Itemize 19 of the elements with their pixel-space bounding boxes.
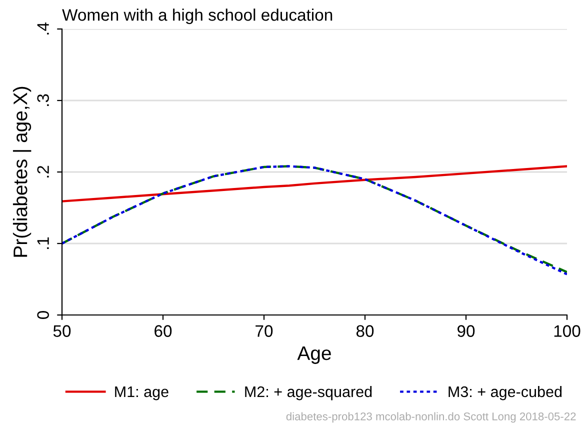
x-tick-label: 50 — [53, 325, 71, 337]
y-tick-label: .3 — [37, 94, 49, 106]
legend-label: M1: age — [115, 386, 168, 400]
y-axis-title: Pr(diabetes | age,X) — [12, 86, 32, 257]
legend-label: M2: + age-squared — [245, 386, 372, 400]
y-tick-label: 0 — [37, 311, 49, 319]
x-axis-title: Age — [297, 346, 331, 364]
legend-label: M3: + age-cubed — [448, 386, 562, 400]
x-tick-label: 70 — [256, 325, 273, 337]
y-tick-label: .4 — [37, 22, 49, 34]
text: diabetes-prob123 mcolab-nonlin.do Scott Long 2018-05-22 — [286, 412, 576, 423]
chart-title: Women with a high school education — [62, 8, 332, 24]
x-tick-label: 60 — [154, 325, 172, 337]
y-tick-label: .2 — [37, 166, 49, 178]
y-tick-label: .1 — [37, 237, 49, 249]
x-tick-label: 90 — [458, 325, 475, 337]
line-series — [62, 165, 567, 202]
x-tick-label: 80 — [356, 325, 374, 337]
x-tick-label: 100 — [554, 325, 580, 337]
